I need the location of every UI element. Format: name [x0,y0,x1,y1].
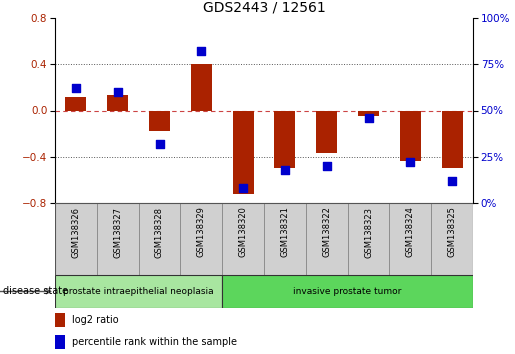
Point [322,163,331,169]
Point [281,167,289,172]
Bar [400,110,421,161]
Bar [264,203,306,275]
Bar [222,203,264,275]
Point [448,178,456,184]
Text: GSM138326: GSM138326 [72,207,80,258]
Bar [149,110,170,131]
Text: GSM138320: GSM138320 [238,207,248,257]
Bar [55,313,65,327]
Bar [55,275,222,308]
Text: invasive prostate tumor: invasive prostate tumor [294,287,402,296]
Point [72,85,80,91]
Bar [222,275,473,308]
Text: GSM138328: GSM138328 [155,207,164,258]
Bar [274,110,295,168]
Bar [55,203,97,275]
Point [365,115,373,121]
Bar [442,110,462,168]
Text: percentile rank within the sample: percentile rank within the sample [72,337,237,347]
Title: GDS2443 / 12561: GDS2443 / 12561 [202,0,325,14]
Point [197,48,205,54]
Point [156,141,164,147]
Text: GSM138325: GSM138325 [448,207,457,257]
Text: GSM138329: GSM138329 [197,207,206,257]
Bar [431,203,473,275]
Bar [389,203,431,275]
Text: GSM138321: GSM138321 [280,207,289,257]
Text: GSM138322: GSM138322 [322,207,331,257]
Bar [65,97,87,110]
Text: GSM138323: GSM138323 [364,207,373,258]
Point [406,159,415,165]
Bar [233,110,253,194]
Bar [97,203,139,275]
Bar [55,335,65,349]
Point [114,89,122,95]
Text: GSM138327: GSM138327 [113,207,122,258]
Text: prostate intraepithelial neoplasia: prostate intraepithelial neoplasia [63,287,214,296]
Bar [180,203,222,275]
Bar [316,110,337,153]
Bar [358,110,379,116]
Bar [348,203,389,275]
Point [239,185,247,191]
Text: disease state: disease state [3,286,67,297]
Bar [139,203,180,275]
Text: GSM138324: GSM138324 [406,207,415,257]
Bar [306,203,348,275]
Text: log2 ratio: log2 ratio [72,315,118,325]
Bar [191,64,212,110]
Bar [107,96,128,110]
